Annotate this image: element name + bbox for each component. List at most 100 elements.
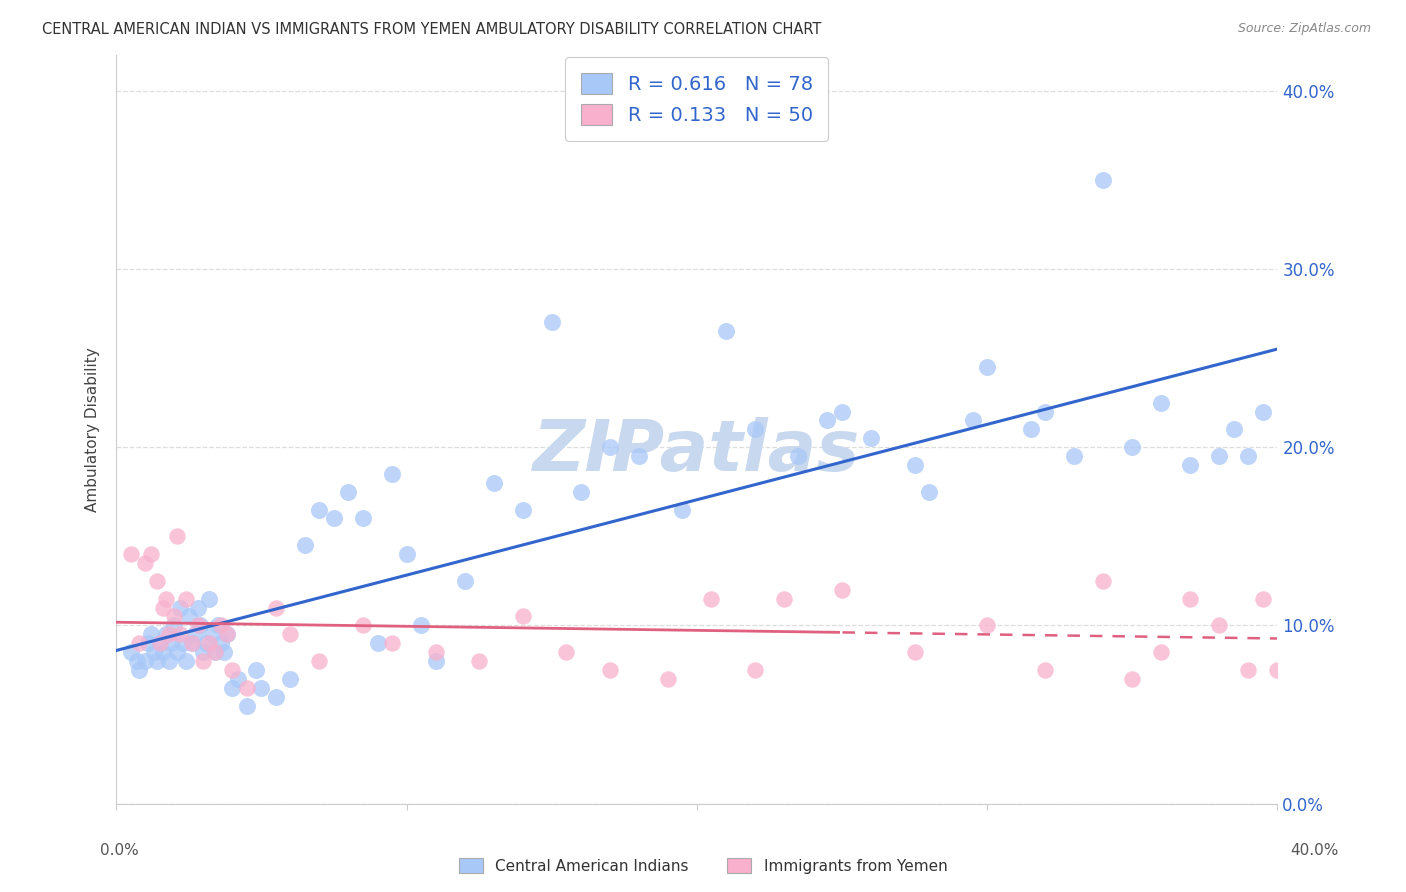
Point [180, 636, 202, 650]
Text: 40.0%: 40.0% [1291, 843, 1339, 858]
Point [155, 627, 177, 641]
Point [1180, 458, 1202, 472]
Point [599, 663, 621, 677]
Legend: R = 0.616   N = 78, R = 0.133   N = 50: R = 0.616 N = 78, R = 0.133 N = 50 [565, 57, 828, 141]
Point [187, 618, 209, 632]
Point [337, 484, 360, 499]
Point [177, 609, 200, 624]
Point [657, 672, 679, 686]
Point [1180, 591, 1202, 606]
Point [1267, 663, 1289, 677]
Point [671, 502, 693, 516]
Point [453, 574, 475, 588]
Y-axis label: Ambulatory Disability: Ambulatory Disability [86, 347, 100, 512]
Point [152, 645, 174, 659]
Text: Source: ZipAtlas.com: Source: ZipAtlas.com [1237, 22, 1371, 36]
Point [555, 645, 578, 659]
Point [160, 636, 183, 650]
Point [1092, 173, 1115, 187]
Point [1019, 422, 1042, 436]
Point [245, 663, 267, 677]
Point [1208, 618, 1230, 632]
Point [1063, 449, 1085, 463]
Point [172, 636, 194, 650]
Point [236, 681, 259, 695]
Point [1237, 663, 1260, 677]
Point [744, 663, 766, 677]
Point [193, 654, 215, 668]
Point [143, 645, 166, 659]
Point [294, 538, 316, 552]
Point [166, 529, 188, 543]
Point [903, 458, 925, 472]
Point [744, 422, 766, 436]
Point [157, 627, 180, 641]
Point [381, 636, 404, 650]
Point [149, 636, 172, 650]
Point [264, 690, 287, 704]
Text: 0.0%: 0.0% [100, 843, 139, 858]
Point [918, 484, 941, 499]
Point [787, 449, 810, 463]
Point [976, 359, 998, 374]
Point [700, 591, 723, 606]
Point [212, 645, 235, 659]
Point [155, 591, 177, 606]
Point [1092, 574, 1115, 588]
Point [1150, 395, 1173, 409]
Point [352, 511, 374, 525]
Text: CENTRAL AMERICAN INDIAN VS IMMIGRANTS FROM YEMEN AMBULATORY DISABILITY CORRELATI: CENTRAL AMERICAN INDIAN VS IMMIGRANTS FR… [42, 22, 821, 37]
Point [190, 618, 212, 632]
Point [174, 591, 197, 606]
Point [512, 609, 534, 624]
Point [128, 663, 150, 677]
Point [226, 672, 249, 686]
Point [209, 618, 232, 632]
Point [540, 315, 562, 329]
Point [134, 556, 156, 570]
Point [139, 547, 162, 561]
Point [352, 618, 374, 632]
Point [166, 645, 188, 659]
Point [174, 654, 197, 668]
Point [136, 636, 159, 650]
Point [221, 681, 243, 695]
Point [125, 654, 148, 668]
Point [831, 582, 853, 597]
Point [482, 475, 505, 490]
Point [201, 627, 224, 641]
Text: ZIPatlas: ZIPatlas [533, 417, 860, 486]
Point [280, 627, 302, 641]
Point [169, 600, 191, 615]
Point [569, 484, 592, 499]
Point [308, 654, 330, 668]
Point [169, 627, 191, 641]
Point [468, 654, 491, 668]
Point [976, 618, 998, 632]
Point [146, 574, 169, 588]
Point [1121, 440, 1143, 454]
Point [962, 413, 984, 427]
Point [714, 324, 737, 338]
Point [1251, 404, 1274, 418]
Point [817, 413, 839, 427]
Point [425, 645, 447, 659]
Point [1251, 591, 1274, 606]
Point [120, 547, 142, 561]
Legend: Central American Indians, Immigrants from Yemen: Central American Indians, Immigrants fro… [453, 852, 953, 880]
Point [187, 600, 209, 615]
Point [215, 627, 238, 641]
Point [183, 627, 205, 641]
Point [157, 654, 180, 668]
Point [250, 681, 273, 695]
Point [395, 547, 418, 561]
Point [139, 627, 162, 641]
Point [367, 636, 389, 650]
Point [599, 440, 621, 454]
Point [193, 645, 215, 659]
Point [1033, 404, 1056, 418]
Point [198, 591, 221, 606]
Point [128, 636, 150, 650]
Point [120, 645, 142, 659]
Point [773, 591, 796, 606]
